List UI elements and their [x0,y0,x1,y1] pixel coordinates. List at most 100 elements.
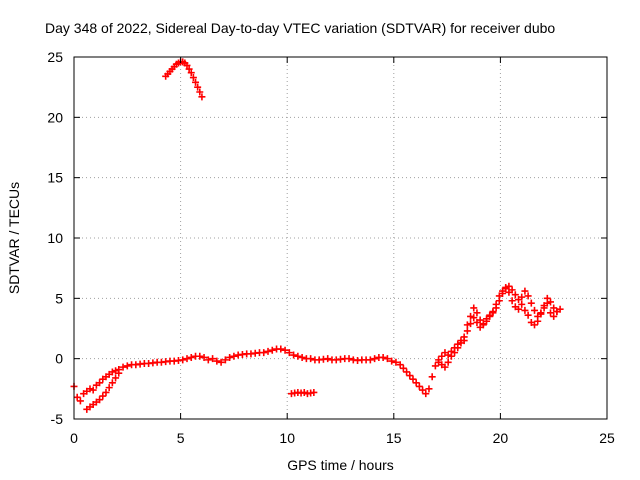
data-point [189,74,197,82]
data-point [441,363,449,371]
data-point [115,369,123,377]
data-point [534,312,542,320]
data-point [467,312,475,320]
gridlines [74,57,607,419]
data-point [444,351,452,359]
data-point [108,379,116,387]
data-point [550,312,558,320]
data-point [454,340,462,348]
data-point [425,385,433,393]
data-point [547,298,555,306]
data-point [209,355,217,363]
data-points [70,58,564,413]
data-point [307,355,315,363]
y-tick-label: 25 [47,49,63,65]
y-tick-label: 20 [47,109,63,125]
data-point [415,382,423,390]
x-tick-label: 10 [279,430,295,446]
data-point [194,83,202,91]
data-point [489,309,497,317]
data-point [183,355,191,363]
data-point [470,304,478,312]
y-tick-label: 0 [55,351,63,367]
x-tick-label: 0 [70,430,78,446]
data-point [102,388,110,396]
data-point [396,361,404,369]
data-point [179,356,187,364]
data-point [463,321,471,329]
data-point [388,357,396,365]
data-point [527,299,535,307]
data-point [285,349,293,357]
data-point [428,373,436,381]
x-tick-label: 25 [599,430,615,446]
data-point [524,292,532,300]
data-point [183,61,191,69]
x-axis-label: GPS time / hours [287,457,394,473]
data-point [518,293,526,301]
data-point [406,372,414,380]
data-point [112,374,120,382]
data-point [444,358,452,366]
y-axis-label: SDTVAR / TECUs [6,182,22,294]
data-point [524,311,532,319]
data-point [409,375,417,383]
data-point [119,363,127,371]
data-point [399,364,407,372]
data-point [290,351,298,359]
data-point [483,317,491,325]
plot-frame [73,56,608,420]
data-point [473,309,481,317]
data-point [540,302,548,310]
data-point [492,304,500,312]
data-point [435,356,443,364]
data-point [264,347,272,355]
data-point [277,345,285,353]
data-point [371,355,379,363]
data-point [366,356,374,364]
data-point [470,314,478,322]
data-point [486,312,494,320]
data-point [495,297,503,305]
data-point [543,294,551,302]
data-point [438,352,446,360]
data-point [502,283,510,291]
data-point [310,388,318,396]
data-point [96,396,104,404]
data-point [463,327,471,335]
data-point [123,362,131,370]
data-point [300,388,308,396]
data-point [531,306,539,314]
series-sdtvar-upper-band [435,282,561,364]
data-point [345,355,353,363]
data-point [521,287,529,295]
data-point [531,321,539,329]
data-point [511,291,519,299]
data-point [217,358,225,366]
data-point [553,308,561,316]
data-point [451,344,459,352]
data-point [403,368,411,376]
data-point [518,300,526,308]
data-point [521,306,529,314]
data-point [221,356,229,364]
data-point [196,88,204,96]
data-point [187,69,195,77]
data-point [187,353,195,361]
data-point [96,379,104,387]
data-point [213,357,221,365]
data-point [431,362,439,370]
data-point [108,368,116,376]
data-point [268,346,276,354]
data-point [196,352,204,360]
data-point [200,353,208,361]
data-point [537,309,545,317]
data-point [73,393,81,401]
data-point [89,386,97,394]
data-point [105,384,113,392]
data-point [185,65,193,73]
data-point [467,320,475,328]
data-point [499,290,507,298]
series-sdtvar-isolated [287,388,318,398]
